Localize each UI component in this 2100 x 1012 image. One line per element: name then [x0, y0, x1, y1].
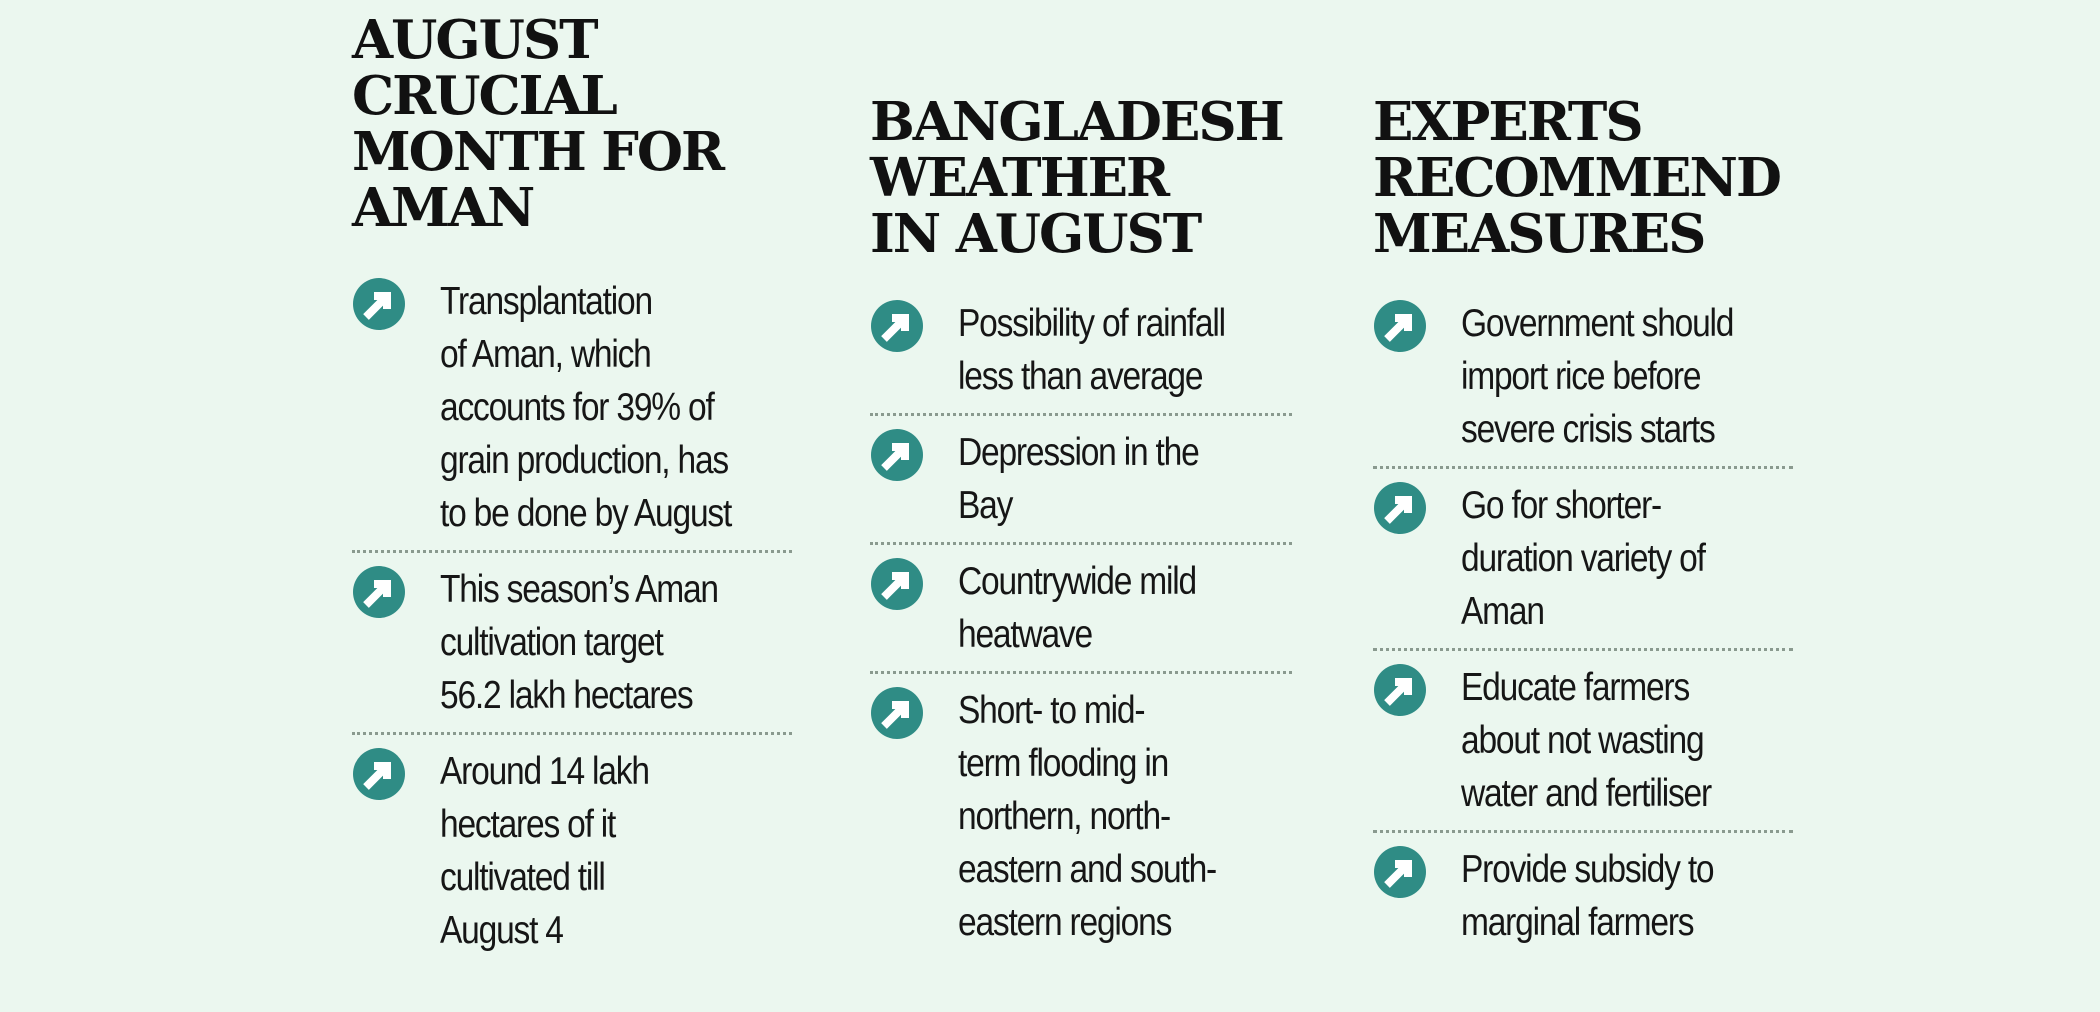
arrow-up-right-circle-icon [353, 566, 405, 618]
arrow-up-right-circle-icon [1374, 664, 1426, 716]
arrow-up-right-circle-icon [871, 429, 923, 481]
arrow-up-right-circle-icon [871, 300, 923, 352]
list-item: Depression in the Bay [870, 416, 1292, 545]
item-text: Possibility of rainfall less than averag… [958, 302, 1226, 398]
arrow-up-right-circle-icon [1374, 482, 1426, 534]
item-text: This season’s Aman cultivation target 56… [440, 568, 719, 717]
list-item: Government should import rice before sev… [1373, 292, 1793, 469]
item-text: Provide subsidy to marginal farmers [1461, 848, 1715, 944]
arrow-up-right-circle-icon [353, 748, 405, 800]
arrow-up-right-circle-icon [353, 278, 405, 330]
list-item: Go for shorter- duration variety of Aman [1373, 469, 1793, 651]
bullet-list: Government should import rice before sev… [1373, 292, 1793, 959]
item-text: Transplantation of Aman, which accounts … [440, 280, 732, 535]
item-text: Depression in the Bay [958, 431, 1200, 527]
column-experts-recommend: EXPERTS RECOMMEND MEASURES Government sh… [1373, 0, 1793, 959]
column-heading: AUGUST CRUCIAL MONTH FOR AMAN [352, 9, 725, 239]
list-item: Educate farmers about not wasting water … [1373, 651, 1793, 833]
list-item: Provide subsidy to marginal farmers [1373, 833, 1793, 959]
list-item: Short- to mid- term flooding in northern… [870, 674, 1292, 959]
list-item: Around 14 lakh hectares of it cultivated… [352, 735, 792, 967]
item-text: Government should import rice before sev… [1461, 302, 1734, 451]
list-item: Countrywide mild heatwave [870, 545, 1292, 674]
arrow-up-right-circle-icon [1374, 846, 1426, 898]
item-text: Educate farmers about not wasting water … [1461, 666, 1712, 815]
list-item: Possibility of rainfall less than averag… [870, 292, 1292, 416]
list-item: This season’s Aman cultivation target 56… [352, 553, 792, 735]
item-text: Go for shorter- duration variety of Aman [1461, 484, 1706, 633]
arrow-up-right-circle-icon [871, 687, 923, 739]
item-text: Short- to mid- term flooding in northern… [958, 689, 1217, 944]
item-text: Around 14 lakh hectares of it cultivated… [440, 750, 650, 952]
arrow-up-right-circle-icon [871, 558, 923, 610]
bullet-list: Transplantation of Aman, which accounts … [352, 270, 792, 967]
item-text: Countrywide mild heatwave [958, 560, 1197, 656]
arrow-up-right-circle-icon [1374, 300, 1426, 352]
bullet-list: Possibility of rainfall less than averag… [870, 292, 1292, 959]
column-bangladesh-weather: BANGLADESH WEATHER IN AUGUST Possibility… [870, 0, 1292, 959]
column-heading: EXPERTS RECOMMEND MEASURES [1373, 91, 1782, 265]
column-heading: BANGLADESH WEATHER IN AUGUST [870, 91, 1285, 265]
list-item: Transplantation of Aman, which accounts … [352, 270, 792, 553]
column-august-crucial-month: AUGUST CRUCIAL MONTH FOR AMAN Transplant… [352, 0, 792, 967]
